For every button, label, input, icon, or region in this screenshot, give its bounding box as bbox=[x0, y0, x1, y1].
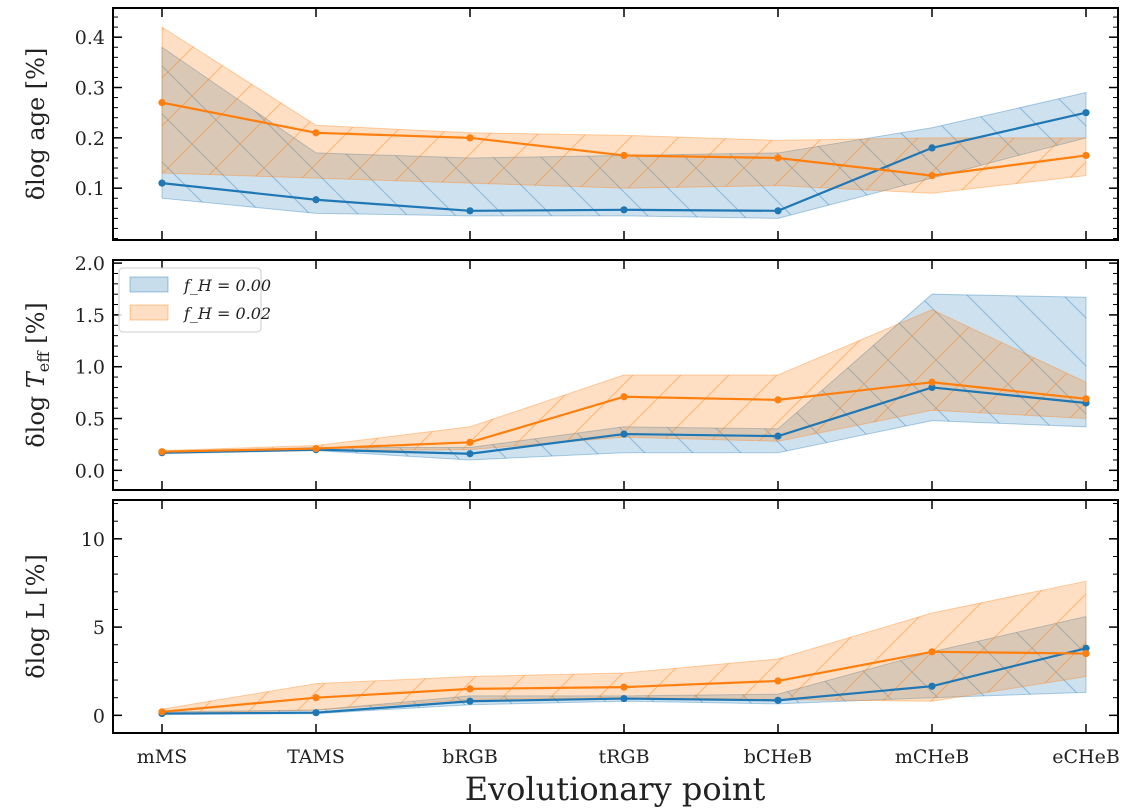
axes-frame bbox=[112, 259, 1119, 491]
point-blue-bRGB bbox=[466, 450, 474, 458]
point-orange-eCHeB bbox=[1082, 151, 1090, 160]
point-orange-TAMS bbox=[312, 694, 320, 702]
ylabel-part: [%] bbox=[22, 302, 50, 351]
x-tick-label-bCHeB: bCHeB bbox=[744, 746, 812, 768]
point-blue-TAMS bbox=[312, 709, 320, 717]
point-orange-mCHeB bbox=[928, 648, 936, 656]
panel-1: 0.1 0.2 0.3 0.4 δlog age [%] bbox=[22, 7, 1119, 241]
x-tick-label-eCHeB: eCHeB bbox=[1052, 746, 1120, 768]
point-orange-bCHeB bbox=[774, 396, 782, 404]
x-tick-label-bRGB: bRGB bbox=[442, 746, 498, 768]
point-blue-mCHeB bbox=[928, 144, 936, 152]
legend-label-blue: f_H = 0.00 bbox=[183, 276, 271, 295]
point-orange-mMS bbox=[158, 448, 166, 456]
legend-label-orange: f_H = 0.02 bbox=[183, 304, 271, 323]
legend: f_H = 0.00 f_H = 0.02 bbox=[118, 267, 271, 333]
point-blue-bRGB bbox=[466, 697, 474, 705]
legend-swatch-orange bbox=[129, 304, 169, 321]
point-orange-eCHeB bbox=[1082, 649, 1090, 658]
y-axis-label: δlog age [%] bbox=[22, 48, 50, 201]
y-tick-label: 1.0 bbox=[75, 357, 105, 379]
y-tick-label: 0.4 bbox=[75, 27, 105, 49]
point-blue-bCHeB bbox=[774, 432, 782, 440]
point-blue-tRGB bbox=[620, 694, 628, 703]
point-blue-mMS bbox=[158, 179, 166, 187]
x-tick-label-mCHeB: mCHeB bbox=[895, 746, 969, 768]
point-orange-tRGB bbox=[620, 393, 628, 401]
plot-area bbox=[158, 580, 1090, 718]
y-tick-label: 0.2 bbox=[75, 128, 105, 150]
point-orange-bCHeB bbox=[774, 677, 782, 685]
point-orange-mCHeB bbox=[928, 378, 936, 386]
x-tick-label-tRGB: tRGB bbox=[598, 746, 649, 768]
y-tick-label: 2.0 bbox=[75, 253, 105, 275]
point-blue-tRGB bbox=[620, 206, 628, 214]
band-hatch-orange bbox=[162, 309, 1086, 453]
y-tick-label: 0.0 bbox=[75, 460, 105, 482]
ylabel-part: δlog bbox=[22, 388, 50, 448]
point-orange-mMS bbox=[158, 99, 166, 107]
y-axis-label: δlog Teff [%] bbox=[22, 302, 53, 448]
y-tick-label: 0.1 bbox=[75, 178, 105, 200]
point-blue-TAMS bbox=[312, 196, 320, 204]
y-tick-label: 10 bbox=[81, 529, 105, 551]
y-tick-label: 5 bbox=[93, 617, 105, 639]
point-orange-bRGB bbox=[466, 685, 474, 693]
ylabel-part: T bbox=[22, 370, 50, 388]
plot-area bbox=[158, 26, 1090, 219]
point-orange-tRGB bbox=[620, 683, 628, 691]
point-blue-mCHeB bbox=[928, 682, 936, 690]
plot-area bbox=[158, 293, 1090, 461]
y-tick-label: 0.3 bbox=[75, 78, 105, 100]
point-orange-TAMS bbox=[312, 444, 320, 453]
y-tick-label: 0 bbox=[93, 705, 105, 727]
point-blue-bRGB bbox=[466, 207, 474, 215]
panel-3: 0 5 10 mMS TAMS bRGB tRGB bCHeB mCHeB eCHeB δlog L… bbox=[22, 499, 1120, 768]
axes-frame bbox=[112, 7, 1119, 241]
point-orange-bRGB bbox=[466, 438, 474, 446]
y-tick-label: 1.5 bbox=[75, 305, 105, 327]
point-orange-bRGB bbox=[466, 134, 474, 142]
point-orange-mCHeB bbox=[928, 171, 936, 180]
point-orange-tRGB bbox=[620, 151, 628, 160]
x-axis-label: Evolutionary point bbox=[465, 770, 766, 808]
axes-frame bbox=[112, 499, 1119, 734]
point-blue-mCHeB bbox=[928, 383, 936, 392]
x-tick-label-TAMS: TAMS bbox=[287, 746, 345, 768]
point-blue-eCHeB bbox=[1082, 644, 1090, 652]
y-tick-label: 0.5 bbox=[75, 409, 105, 431]
legend-box bbox=[118, 267, 262, 333]
point-orange-mMS bbox=[158, 708, 166, 716]
point-orange-eCHeB bbox=[1082, 395, 1090, 403]
point-blue-tRGB bbox=[620, 430, 628, 438]
x-tick-label-mMS: mMS bbox=[137, 746, 188, 768]
y-axis-label: δlog L [%] bbox=[22, 554, 50, 679]
ylabel-part: eff bbox=[34, 350, 53, 372]
band-hatch-orange bbox=[162, 27, 1086, 194]
point-orange-TAMS bbox=[312, 129, 320, 137]
point-blue-bCHeB bbox=[774, 207, 782, 215]
legend-swatch-blue bbox=[129, 276, 169, 293]
point-blue-bCHeB bbox=[774, 696, 782, 704]
point-blue-eCHeB bbox=[1082, 109, 1090, 117]
point-orange-bCHeB bbox=[774, 154, 782, 162]
band-hatch-orange bbox=[162, 581, 1086, 714]
